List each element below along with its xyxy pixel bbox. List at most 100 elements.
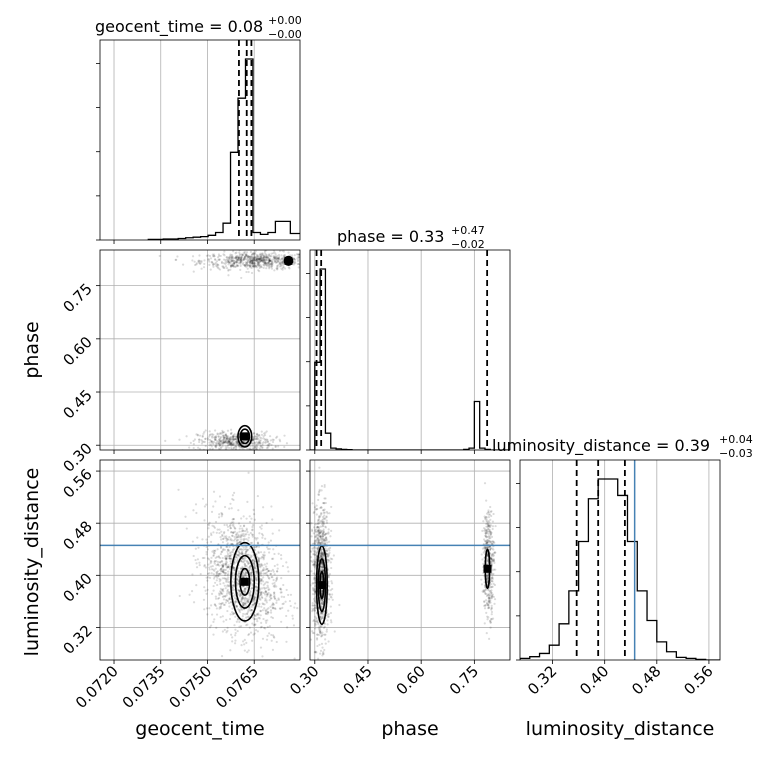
sample-point <box>323 542 326 545</box>
sample-point <box>314 530 317 533</box>
sample-point <box>329 619 333 622</box>
sample-point <box>247 597 250 600</box>
sample-point <box>271 568 274 572</box>
sample-point <box>196 536 199 539</box>
sample-point <box>484 599 488 602</box>
sample-point <box>261 252 264 255</box>
title-luminosity_distance: luminosity_distance = 0.39 <box>492 436 710 456</box>
sample-point <box>229 554 232 558</box>
sample-point <box>229 261 232 264</box>
sample-point <box>252 264 255 268</box>
sample-point <box>222 603 225 606</box>
sample-point <box>265 438 268 441</box>
sample-point <box>216 528 219 531</box>
sample-point <box>215 560 218 563</box>
sample-point <box>216 266 219 269</box>
sample-point <box>259 626 263 629</box>
sample-point <box>225 256 228 259</box>
sample-point <box>233 624 236 627</box>
sample-point <box>270 265 273 268</box>
sample-point <box>330 596 333 599</box>
sample-point <box>235 560 239 563</box>
sample-point <box>267 446 270 449</box>
sample-point <box>320 601 323 605</box>
sample-point <box>277 257 280 260</box>
sample-point <box>209 604 213 607</box>
sample-point <box>227 261 231 264</box>
sample-point <box>236 618 240 621</box>
sample-point <box>215 441 218 444</box>
sample-point <box>222 438 226 441</box>
sample-point <box>281 257 284 260</box>
sample-point <box>220 559 223 563</box>
sample-point <box>244 572 247 575</box>
sample-point <box>220 260 224 263</box>
sample-point <box>491 585 494 588</box>
sample-point <box>320 554 323 557</box>
sample-point <box>237 575 240 578</box>
sample-point <box>232 438 235 441</box>
sample-point <box>232 588 235 591</box>
sample-point <box>212 549 215 552</box>
sample-point <box>243 603 246 606</box>
sample-point <box>232 435 235 438</box>
sample-point <box>226 442 230 445</box>
sample-point <box>493 602 496 605</box>
sample-point <box>258 253 261 256</box>
sample-point <box>219 254 222 258</box>
sample-point <box>249 593 252 596</box>
sample-point <box>251 599 255 602</box>
sample-point <box>230 259 233 262</box>
sample-point <box>254 596 257 599</box>
sample-point <box>240 567 243 570</box>
panel-content-2-1 <box>310 466 510 660</box>
sample-point <box>227 529 230 532</box>
sample-point <box>239 261 243 264</box>
sample-point <box>225 592 229 595</box>
sample-point <box>223 603 226 606</box>
sample-point <box>267 263 270 266</box>
sample-point <box>246 260 249 264</box>
sample-point <box>256 257 259 261</box>
sample-point <box>228 443 232 446</box>
sample-point <box>267 260 271 263</box>
sample-point <box>490 562 493 565</box>
sample-point <box>236 553 240 556</box>
sample-point <box>240 598 244 601</box>
sample-point <box>213 263 216 266</box>
sample-point <box>214 595 217 598</box>
sample-point <box>249 260 252 263</box>
sample-point <box>280 261 283 264</box>
sample-point <box>232 435 235 438</box>
sample-point <box>260 579 263 582</box>
sample-point <box>314 606 317 609</box>
sample-point <box>317 539 320 542</box>
sample-point <box>276 258 279 261</box>
sample-point <box>328 598 331 601</box>
sample-point <box>262 260 265 263</box>
sample-point <box>237 589 241 592</box>
sample-point <box>270 265 273 268</box>
sample-point <box>319 549 323 552</box>
sample-point <box>315 534 318 537</box>
sample-point <box>487 600 490 603</box>
sample-point <box>276 259 280 262</box>
sample-point <box>319 535 322 539</box>
density-peak-geocent_time-phase-0 <box>284 256 293 265</box>
sample-point <box>264 262 268 265</box>
sample-point <box>321 515 325 519</box>
sample-point <box>223 440 226 443</box>
sample-point <box>257 561 260 564</box>
sample-point <box>482 562 485 566</box>
sample-point <box>323 633 326 636</box>
sample-point <box>214 438 217 441</box>
title-phase-plus: +0.47 <box>451 224 485 237</box>
sample-point <box>487 539 490 542</box>
sample-point <box>491 555 494 558</box>
sample-point <box>244 572 247 575</box>
sample-point <box>208 572 211 575</box>
sample-point <box>204 437 207 440</box>
sample-point <box>257 558 260 561</box>
sample-point <box>225 446 229 449</box>
sample-point <box>235 260 238 264</box>
